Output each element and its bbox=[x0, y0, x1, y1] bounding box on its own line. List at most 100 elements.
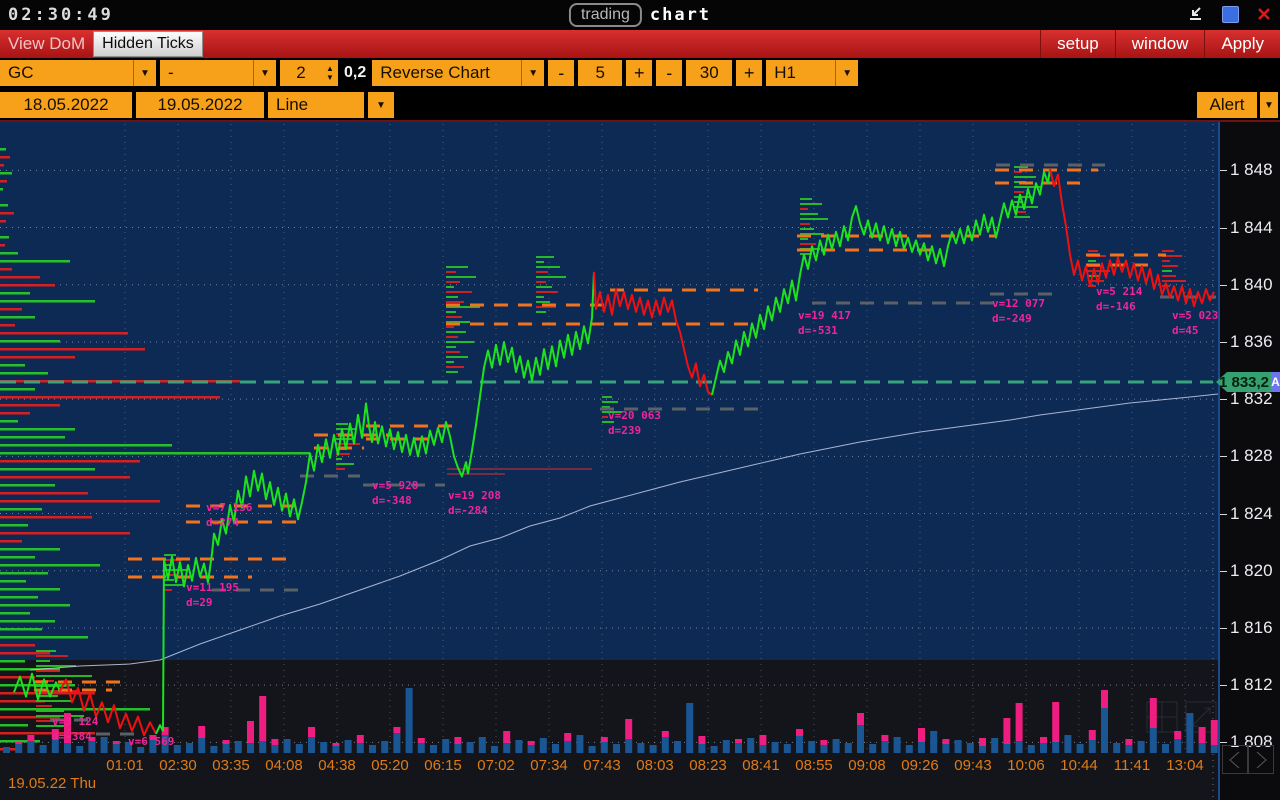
volume-annotation: v=19 417 d=-531 bbox=[798, 309, 851, 337]
chart-volume-panel[interactable] bbox=[0, 660, 1218, 800]
price-axis-tick bbox=[1220, 685, 1227, 687]
time-axis-label: 10:06 bbox=[1007, 757, 1045, 774]
symbol-combo[interactable]: GC ▼ bbox=[0, 60, 156, 86]
maximize-icon[interactable] bbox=[1220, 4, 1240, 24]
titlebar: 02:30:49 trading chart bbox=[0, 0, 1280, 30]
time-axis-label: 13:04 bbox=[1166, 757, 1204, 774]
time-axis-label: 08:23 bbox=[689, 757, 727, 774]
alert-dropdown-button[interactable]: ▼ bbox=[1260, 92, 1278, 118]
time-axis-label: 07:34 bbox=[530, 757, 568, 774]
time-axis-label: 09:08 bbox=[848, 757, 886, 774]
price-axis-tick bbox=[1220, 513, 1227, 515]
menu-setup[interactable]: setup bbox=[1040, 30, 1115, 58]
volume-annotation: v=11 195 d=29 bbox=[186, 581, 239, 609]
chevron-down-icon[interactable]: ▼ bbox=[835, 60, 858, 86]
volume-annotation: v=12 077 d=-249 bbox=[992, 297, 1045, 325]
scroll-left-button[interactable] bbox=[1222, 745, 1248, 774]
volume-annotation: v=19 208 d=-284 bbox=[448, 489, 501, 517]
volume-annotation: v=5 214 d=-146 bbox=[1096, 285, 1143, 313]
close-icon[interactable] bbox=[1254, 4, 1274, 24]
range2-plus-button[interactable]: + bbox=[736, 60, 763, 86]
chart-type-combo[interactable]: Reverse Chart ▼ bbox=[372, 60, 545, 86]
time-axis-label: 06:15 bbox=[424, 757, 462, 774]
price-axis-label: 1 836 bbox=[1230, 331, 1273, 351]
scroll-right-button[interactable] bbox=[1248, 745, 1274, 774]
time-axis-label: 04:38 bbox=[318, 757, 356, 774]
menu-window[interactable]: window bbox=[1114, 30, 1205, 58]
toolbar-row-1: GC ▼ - ▼ 2 ▲ ▼ 0,2 Reverse Chart ▼ - 5 + … bbox=[0, 58, 1280, 88]
toolbar-row-2: 18.05.2022 19.05.2022 Line ▼ Alert ▼ bbox=[0, 90, 1280, 120]
stepper-arrows-icon[interactable]: ▲ ▼ bbox=[326, 64, 334, 82]
window-title-trading: trading bbox=[568, 3, 642, 27]
volume-annotation: v=5 023 d=45 bbox=[1172, 309, 1219, 337]
price-axis-tick bbox=[1220, 627, 1227, 629]
price-axis-tick bbox=[1220, 227, 1227, 229]
hidden-ticks-button[interactable]: Hidden Ticks bbox=[93, 31, 203, 57]
price-axis-label: 1 816 bbox=[1230, 617, 1273, 637]
volume-annotation: v=7 136 d=274 bbox=[206, 501, 253, 529]
window-title: trading chart bbox=[568, 3, 712, 27]
volume-annotation: v=20 063 d=239 bbox=[608, 409, 661, 437]
time-axis-label: 09:43 bbox=[954, 757, 992, 774]
range1-value: 5 bbox=[578, 60, 623, 86]
crosshair-icon bbox=[1146, 701, 1217, 733]
window-title-chart: chart bbox=[649, 5, 712, 25]
chart-panel: 1 833,2 A 19.05.22 Thu 1 848 1 844 1 840 1 … bbox=[0, 120, 1280, 800]
price-axis-label: 1 820 bbox=[1230, 560, 1273, 580]
time-axis-label: 07:43 bbox=[583, 757, 621, 774]
price-axis-label: 1 840 bbox=[1230, 274, 1273, 294]
chevron-down-icon[interactable]: ▼ bbox=[133, 60, 156, 86]
time-axis-label: 03:35 bbox=[212, 757, 250, 774]
line-style-combo[interactable]: Line bbox=[268, 92, 364, 118]
date-from-button[interactable]: 18.05.2022 bbox=[0, 92, 132, 118]
time-axis-label: 01:01 bbox=[106, 757, 144, 774]
current-price-tag: 1 833,2 bbox=[1216, 372, 1272, 392]
price-axis-label: 1 848 bbox=[1230, 160, 1273, 180]
price-axis-tick bbox=[1220, 570, 1227, 572]
date-to-button[interactable]: 19.05.2022 bbox=[136, 92, 264, 118]
minimize-icon[interactable] bbox=[1186, 4, 1206, 24]
price-axis-tick bbox=[1220, 341, 1227, 343]
time-axis-label: 02:30 bbox=[159, 757, 197, 774]
time-axis-label: 10:44 bbox=[1060, 757, 1098, 774]
line-style-dropdown-button[interactable]: ▼ bbox=[368, 92, 394, 118]
chevron-down-icon[interactable]: ▼ bbox=[521, 60, 544, 86]
symbol-value: GC bbox=[8, 63, 34, 82]
chevron-down-icon[interactable]: ▼ bbox=[253, 60, 276, 86]
range2-minus-button[interactable]: - bbox=[656, 60, 683, 86]
timeframe-combo[interactable]: H1 ▼ bbox=[766, 60, 859, 86]
time-axis-label: 11:41 bbox=[1113, 757, 1151, 774]
price-axis-tick bbox=[1220, 284, 1227, 286]
time-axis-label: 08:41 bbox=[742, 757, 780, 774]
range1-plus-button[interactable]: + bbox=[626, 60, 653, 86]
volume-annotation: v=6 569 bbox=[128, 735, 175, 748]
range1-minus-button[interactable]: - bbox=[548, 60, 575, 86]
chart-plot[interactable] bbox=[0, 122, 1218, 660]
alert-badge: A bbox=[1271, 372, 1280, 392]
time-axis-label: 09:26 bbox=[901, 757, 939, 774]
time-axis-label: 08:55 bbox=[795, 757, 833, 774]
timeframe-value: H1 bbox=[774, 63, 796, 82]
price-axis-tick bbox=[1220, 170, 1227, 172]
menu-apply[interactable]: Apply bbox=[1204, 30, 1280, 58]
quantity-stepper[interactable]: 2 ▲ ▼ bbox=[280, 60, 338, 86]
chart-top-border bbox=[0, 120, 1280, 122]
clock: 02:30:49 bbox=[8, 5, 114, 25]
line-style-value: Line bbox=[276, 95, 309, 114]
price-axis-tick bbox=[1220, 399, 1227, 401]
date-label: 19.05.22 Thu bbox=[8, 775, 97, 792]
range2-value: 30 bbox=[686, 60, 733, 86]
price-axis[interactable] bbox=[1218, 122, 1280, 800]
time-axis-label: 07:02 bbox=[477, 757, 515, 774]
time-axis-label: 08:03 bbox=[636, 757, 674, 774]
volume-annotation: v=3 124 d=-384 bbox=[52, 715, 99, 743]
account-combo[interactable]: - ▼ bbox=[160, 60, 276, 86]
alert-button[interactable]: Alert bbox=[1197, 92, 1257, 118]
price-axis-label: 1 808 bbox=[1230, 732, 1273, 752]
price-axis-tick bbox=[1220, 742, 1227, 744]
time-axis-label: 04:08 bbox=[265, 757, 303, 774]
tick-size-label: 0,2 bbox=[344, 64, 367, 81]
price-axis-label: 1 824 bbox=[1230, 503, 1273, 523]
menu-view-dom[interactable]: View DoM bbox=[8, 34, 86, 53]
